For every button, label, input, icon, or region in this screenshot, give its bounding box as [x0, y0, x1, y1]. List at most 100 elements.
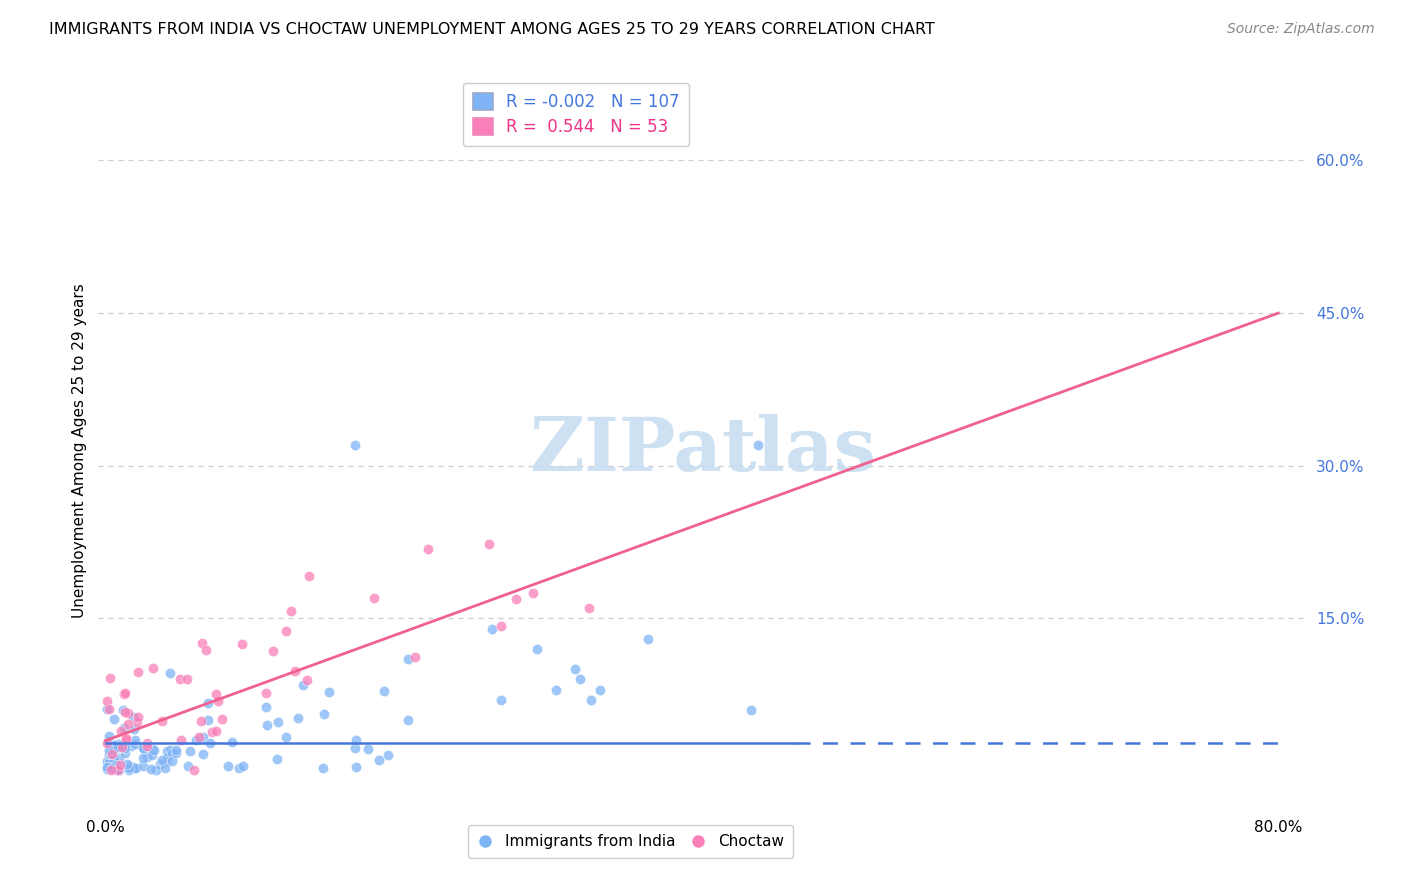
Point: [112, 704, 135, 718]
Point: [96, 754, 118, 768]
Point: [124, 737, 146, 751]
Point: [344, 732, 367, 747]
Point: [114, 741, 136, 756]
Point: [363, 591, 385, 605]
Point: [115, 756, 138, 771]
Point: [101, 747, 124, 761]
Point: [404, 650, 426, 665]
Point: [357, 742, 380, 756]
Point: [191, 731, 214, 745]
Point: [177, 758, 200, 772]
Point: [522, 586, 544, 600]
Point: [124, 760, 146, 774]
Point: [274, 730, 297, 744]
Point: [112, 740, 135, 755]
Point: [159, 665, 181, 680]
Point: [112, 687, 135, 701]
Point: [100, 747, 122, 761]
Point: [96, 694, 118, 708]
Point: [135, 750, 157, 764]
Point: [125, 761, 148, 775]
Point: [217, 759, 239, 773]
Point: [505, 592, 527, 607]
Point: [141, 747, 163, 762]
Point: [107, 739, 129, 754]
Legend: Immigrants from India, Choctaw: Immigrants from India, Choctaw: [468, 825, 793, 858]
Point: [481, 622, 503, 636]
Point: [274, 624, 297, 638]
Point: [118, 763, 141, 777]
Point: [100, 763, 122, 777]
Point: [107, 751, 129, 765]
Point: [98, 730, 121, 744]
Point: [118, 761, 141, 775]
Point: [122, 710, 145, 724]
Point: [120, 758, 142, 772]
Point: [190, 714, 212, 729]
Point: [256, 718, 278, 732]
Point: [165, 746, 187, 760]
Point: [191, 636, 214, 650]
Point: [295, 673, 318, 687]
Point: [418, 542, 440, 557]
Point: [186, 732, 208, 747]
Point: [266, 752, 288, 766]
Point: [125, 714, 148, 729]
Point: [141, 741, 163, 756]
Point: [110, 757, 132, 772]
Point: [120, 739, 142, 753]
Point: [142, 743, 165, 757]
Point: [262, 644, 284, 658]
Point: [343, 740, 366, 755]
Point: [100, 671, 122, 685]
Point: [105, 764, 128, 778]
Point: [491, 693, 513, 707]
Point: [291, 677, 314, 691]
Point: [740, 703, 762, 717]
Point: [112, 722, 135, 736]
Text: IMMIGRANTS FROM INDIA VS CHOCTAW UNEMPLOYMENT AMONG AGES 25 TO 29 YEARS CORRELAT: IMMIGRANTS FROM INDIA VS CHOCTAW UNEMPLO…: [49, 22, 935, 37]
Point: [489, 618, 512, 632]
Point: [136, 739, 159, 753]
Point: [298, 568, 321, 582]
Point: [228, 761, 250, 775]
Point: [155, 754, 177, 768]
Point: [280, 604, 302, 618]
Point: [191, 747, 214, 761]
Point: [179, 744, 201, 758]
Point: [96, 760, 118, 774]
Point: [183, 763, 205, 777]
Point: [176, 672, 198, 686]
Point: [96, 736, 118, 750]
Point: [101, 761, 124, 775]
Point: [165, 742, 187, 756]
Point: [200, 735, 222, 749]
Point: [97, 743, 120, 757]
Point: [578, 601, 600, 615]
Point: [114, 705, 136, 719]
Point: [221, 735, 243, 749]
Point: [142, 660, 165, 674]
Point: [205, 687, 228, 701]
Point: [396, 713, 419, 727]
Point: [546, 683, 568, 698]
Point: [747, 438, 769, 452]
Point: [579, 693, 602, 707]
Point: [96, 762, 118, 776]
Point: [211, 712, 233, 726]
Point: [115, 731, 138, 745]
Point: [254, 700, 277, 714]
Point: [148, 756, 170, 771]
Point: [318, 685, 340, 699]
Point: [254, 686, 277, 700]
Point: [267, 715, 290, 730]
Point: [201, 725, 224, 739]
Point: [637, 632, 659, 646]
Point: [114, 747, 136, 761]
Text: Source: ZipAtlas.com: Source: ZipAtlas.com: [1227, 22, 1375, 37]
Point: [377, 747, 399, 762]
Point: [373, 684, 395, 698]
Point: [156, 749, 179, 764]
Point: [396, 652, 419, 666]
Point: [231, 637, 253, 651]
